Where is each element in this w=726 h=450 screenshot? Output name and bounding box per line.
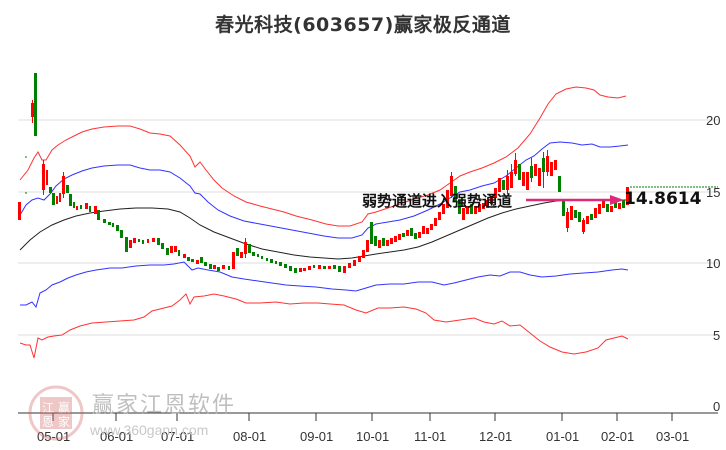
svg-text:赢: 赢 [58,400,70,415]
x-axis-ticks [52,413,673,421]
svg-text:家: 家 [58,414,70,429]
svg-text:06-01: 06-01 [100,429,133,444]
svg-text:10: 10 [706,256,720,271]
chart-title: 春光科技(603657)赢家极反通道 [215,14,511,36]
svg-text:09-01: 09-01 [300,429,333,444]
gridlines [18,119,718,336]
upper-outer-band [19,86,627,227]
svg-text:11-01: 11-01 [414,429,446,444]
svg-text:02-01: 02-01 [601,429,634,444]
lower-outer-band [19,293,629,359]
channel-annotation: 弱势通道进入强势通道 [362,192,513,210]
svg-text:15: 15 [706,185,720,200]
svg-text:12-01: 12-01 [479,429,512,444]
watermark-url: www.360gann.com [90,422,209,438]
svg-text:0: 0 [713,399,720,414]
candlesticks [18,73,629,273]
svg-text:08-01: 08-01 [233,429,266,444]
lower-inner-band [20,261,629,309]
svg-text:10-01: 10-01 [356,429,389,444]
svg-text:05-01: 05-01 [37,429,70,444]
price-value-label: 14.8614 [624,189,702,209]
arrow-icon [526,195,624,205]
svg-text:江: 江 [42,401,54,415]
svg-text:20: 20 [706,113,720,128]
svg-text:01-01: 01-01 [546,429,579,444]
middle-line [19,199,628,260]
watermark-text: 赢家江恩软件 [92,393,237,418]
svg-text:5: 5 [713,328,720,343]
y-axis-labels: 20 15 10 5 0 [706,113,720,414]
svg-text:03-01: 03-01 [656,429,689,444]
upper-inner-band [19,141,629,239]
svg-text:恩: 恩 [42,415,54,429]
x-axis-labels: 05-01 06-01 07-01 08-01 09-01 10-01 11-0… [37,429,689,444]
svg-text:07-01: 07-01 [161,429,194,444]
watermark-logo-icon: 江 赢 恩 家 [28,385,84,441]
